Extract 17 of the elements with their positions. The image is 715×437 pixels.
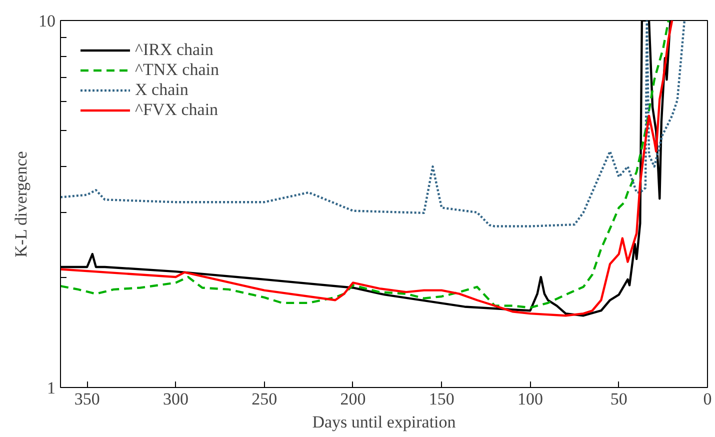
x-tick-label: 200 — [340, 390, 366, 408]
legend-label: ^IRX chain — [135, 40, 214, 60]
x-tick-label: 150 — [428, 390, 454, 408]
x-tick-label: 350 — [74, 390, 100, 408]
legend-label: ^FVX chain — [135, 100, 218, 120]
x-tick-label: 50 — [610, 390, 628, 408]
y-tick-label: 1 — [47, 378, 56, 398]
y-tick-label: 10 — [38, 12, 56, 30]
x-tick-label: 300 — [162, 390, 188, 408]
x-tick-label: 100 — [517, 390, 543, 408]
line-series — [60, 20, 686, 228]
legend-label: X chain — [135, 80, 188, 100]
x-tick-label: 250 — [252, 390, 278, 408]
x-tick-label: 0 — [703, 390, 712, 408]
y-axis-title: K-L divergence — [12, 151, 30, 258]
legend-label: ^TNX chain — [135, 60, 219, 80]
x-axis-title: Days until expiration — [312, 412, 456, 432]
